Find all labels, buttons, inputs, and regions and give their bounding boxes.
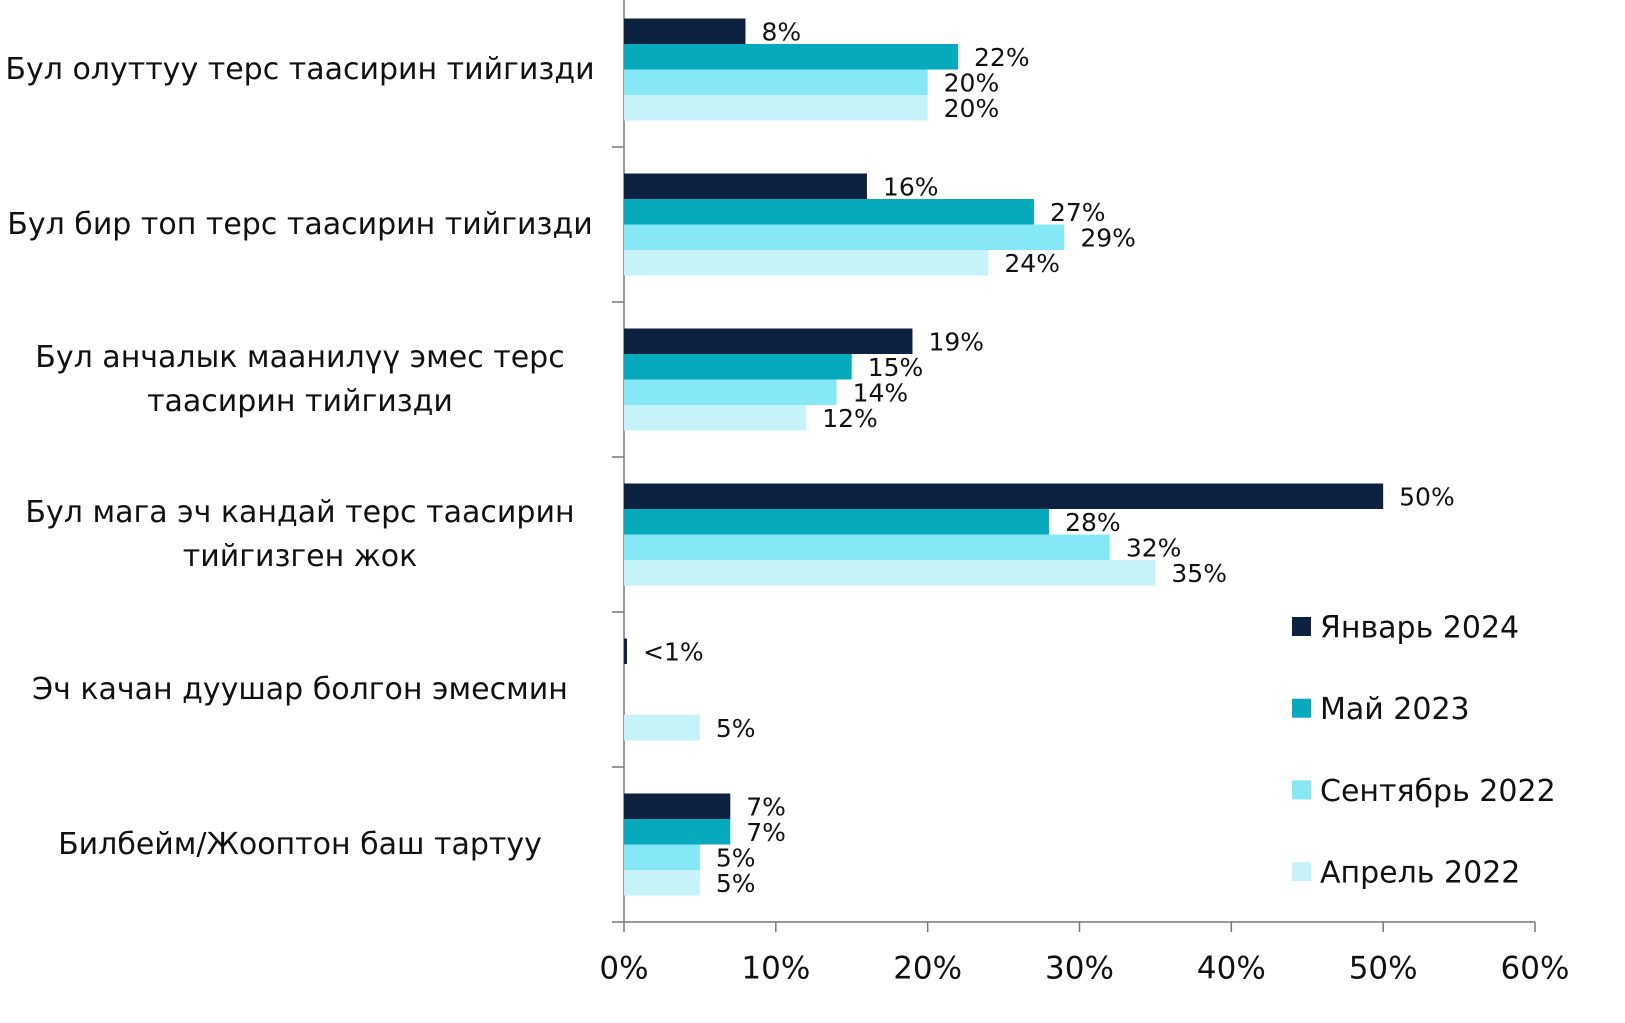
bar [624, 44, 959, 70]
bar [624, 483, 1384, 509]
legend-label: Сентябрь 2022 [1320, 774, 1556, 809]
bar [624, 534, 1110, 560]
bar [624, 870, 700, 896]
category-label: Эч качан дуушар болгон эмесмин [32, 671, 568, 707]
x-tick-label: 40% [1197, 951, 1266, 987]
x-tick-label: 20% [893, 951, 962, 987]
value-label: 12% [822, 404, 878, 433]
x-tick-label: 50% [1349, 951, 1418, 987]
bar [624, 69, 928, 95]
bar [624, 405, 807, 431]
legend-label: Май 2023 [1320, 692, 1470, 727]
value-label: 22% [974, 43, 1030, 72]
bar [624, 224, 1065, 250]
x-tick-label: 30% [1045, 951, 1114, 987]
x-tick-label: 10% [741, 951, 810, 987]
value-label: 28% [1065, 508, 1121, 537]
value-label: 50% [1399, 482, 1455, 511]
value-label: <1% [643, 637, 704, 666]
value-label: 24% [1004, 249, 1060, 278]
value-label: 5% [716, 869, 756, 898]
value-label: 14% [853, 378, 909, 407]
legend-swatch [1292, 698, 1311, 718]
value-label: 15% [868, 353, 924, 382]
bar [624, 328, 913, 354]
bar [624, 638, 628, 664]
legend-label: Апрель 2022 [1320, 856, 1520, 891]
bar [624, 509, 1050, 535]
value-label: 8% [761, 17, 801, 46]
bar [624, 18, 746, 44]
value-label: 20% [944, 94, 1000, 123]
category-label: Билбейм/Жооптон баш тартуу [58, 826, 542, 862]
value-label: 5% [716, 843, 756, 872]
bar [624, 250, 989, 276]
x-tick-label: 0% [599, 951, 648, 987]
value-label: 19% [928, 327, 984, 356]
value-label: 27% [1050, 198, 1106, 227]
x-tick-label: 60% [1501, 951, 1570, 987]
category-label: Бул бир топ терс таасирин тийгизди [7, 206, 593, 242]
value-label: 20% [944, 68, 1000, 97]
value-label: 29% [1080, 223, 1136, 252]
value-label: 7% [746, 818, 786, 847]
bar [624, 560, 1156, 586]
category-label: Бул олуттуу терс таасирин тийгизди [5, 51, 595, 87]
legend-swatch [1292, 862, 1311, 882]
value-label: 16% [883, 172, 939, 201]
bar [624, 819, 731, 845]
bar [624, 354, 852, 380]
bar [624, 844, 700, 870]
value-label: 5% [716, 714, 756, 743]
legend-label: Январь 2024 [1320, 611, 1519, 646]
category-label: Бул мага эч кандай терс таасирин тийгизг… [25, 494, 575, 574]
legend-swatch [1292, 617, 1311, 636]
bar [624, 715, 700, 741]
legend-swatch [1292, 780, 1311, 800]
value-label: 32% [1126, 533, 1182, 562]
bar [624, 95, 928, 121]
bar [624, 173, 867, 199]
category-label: Бул анчалык маанилүү эмес терс таасирин … [35, 339, 565, 419]
bar [624, 793, 731, 819]
value-label: 35% [1171, 559, 1227, 588]
bar [624, 379, 837, 405]
value-label: 7% [746, 792, 786, 821]
bar [624, 199, 1034, 225]
